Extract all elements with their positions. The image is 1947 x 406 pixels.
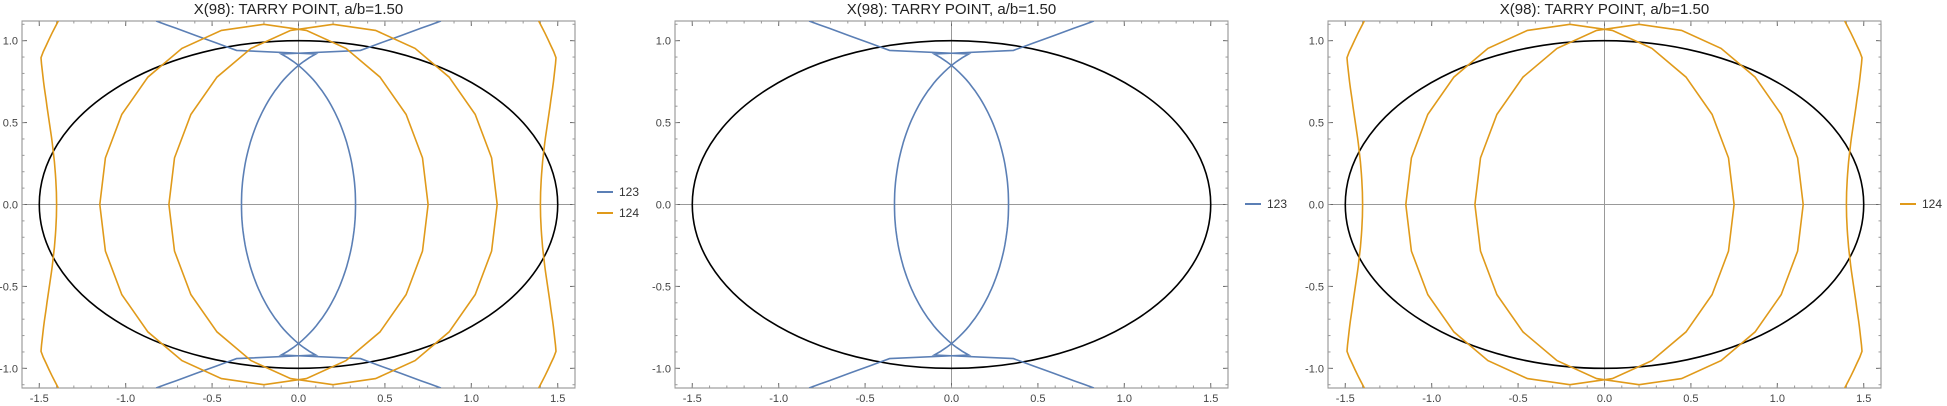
y-tick-label: 0.0 <box>656 200 671 212</box>
y-tick-label: -0.5 <box>652 281 671 293</box>
series-124-curve <box>1843 21 1863 388</box>
x-tick-label: 0.0 <box>944 393 959 405</box>
x-tick-label: 1.0 <box>1117 393 1132 405</box>
series-124-curve <box>98 23 429 386</box>
series-123-curve <box>808 21 972 388</box>
y-tick-label: 1.0 <box>3 36 18 48</box>
ellipse-curve <box>38 39 559 370</box>
x-tick-label: 1.0 <box>464 393 479 405</box>
series-124-curve <box>1474 23 1805 386</box>
x-tick-label: 1.0 <box>1770 393 1785 405</box>
plot-area <box>691 21 1212 388</box>
y-tick-label: 0.5 <box>1309 118 1324 130</box>
plot-area <box>1344 21 1865 388</box>
x-tick-label: -1.0 <box>1422 393 1441 405</box>
series-124-curve <box>168 23 499 386</box>
series-123-curve <box>278 21 442 388</box>
y-tick-label: 0.5 <box>3 118 18 130</box>
ellipse-curve <box>1344 39 1865 370</box>
y-tick-label: -1.0 <box>1305 363 1324 375</box>
x-tick-label: 0.5 <box>1030 393 1045 405</box>
chart-panel-3: X(98): TARRY POINT, a/b=1.50 -1.5 -1.0 -0.5… <box>1305 1 1942 405</box>
legend-label-124: 124 <box>619 206 639 220</box>
y-tick-label: 1.0 <box>656 36 671 48</box>
x-tick-label: 1.5 <box>1203 393 1218 405</box>
chart-panel-2: X(98): TARRY POINT, a/b=1.50 -1.5 -1.0 -0.5… <box>652 1 1287 405</box>
y-tick-label: 0.5 <box>656 118 671 130</box>
y-tick-label: -0.5 <box>1305 281 1324 293</box>
series-124-curve <box>1346 21 1366 388</box>
x-tick-label: 0.0 <box>291 393 306 405</box>
y-tick-label: -1.0 <box>652 363 671 375</box>
series-123-curve <box>931 21 1095 388</box>
series-123-curve <box>155 21 319 388</box>
x-tick-label: -1.5 <box>1336 393 1355 405</box>
x-tick-label: 0.5 <box>1683 393 1698 405</box>
x-tick-label: -1.5 <box>30 393 49 405</box>
ellipse-curve <box>691 39 1212 370</box>
y-tick-label: -1.0 <box>0 363 18 375</box>
x-tick-label: -0.5 <box>1509 393 1528 405</box>
plot-area <box>38 21 559 388</box>
y-tick-label: 0.0 <box>1309 200 1324 212</box>
y-tick-label: 0.0 <box>3 200 18 212</box>
x-tick-label: 1.5 <box>550 393 565 405</box>
x-tick-label: 0.0 <box>1597 393 1612 405</box>
series-124-curve <box>40 21 60 388</box>
x-tick-label: -1.5 <box>683 393 702 405</box>
x-tick-label: -1.0 <box>116 393 135 405</box>
chart-title: X(98): TARRY POINT, a/b=1.50 <box>194 1 403 18</box>
x-tick-label: -1.0 <box>769 393 788 405</box>
y-tick-label: -0.5 <box>0 281 18 293</box>
series-124-curve <box>537 21 557 388</box>
x-tick-label: -0.5 <box>856 393 875 405</box>
chart-panel-1: X(98): TARRY POINT, a/b=1.50 -1.5 -1.0 -0.5… <box>0 1 639 405</box>
legend-label-123: 123 <box>619 185 639 199</box>
chart-title: X(98): TARRY POINT, a/b=1.50 <box>1500 1 1709 18</box>
legend-label-123: 123 <box>1267 197 1287 211</box>
x-tick-label: 0.5 <box>377 393 392 405</box>
legend-label-124: 124 <box>1922 197 1942 211</box>
x-tick-label: 1.5 <box>1856 393 1871 405</box>
y-tick-label: 1.0 <box>1309 36 1324 48</box>
x-tick-label: -0.5 <box>203 393 222 405</box>
chart-title: X(98): TARRY POINT, a/b=1.50 <box>847 1 1056 18</box>
series-124-curve <box>1404 23 1735 386</box>
